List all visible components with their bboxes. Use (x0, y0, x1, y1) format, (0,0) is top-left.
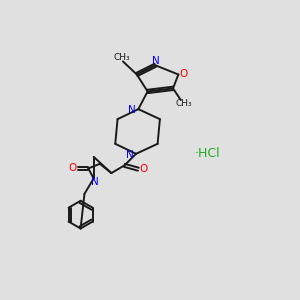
Text: N: N (91, 177, 98, 187)
Text: N: N (128, 105, 136, 115)
Text: O: O (140, 164, 148, 174)
Text: ·HCl: ·HCl (195, 146, 220, 160)
Text: CH₃: CH₃ (176, 99, 192, 108)
Text: O: O (68, 164, 76, 173)
Text: CH₃: CH₃ (113, 53, 130, 62)
Text: O: O (180, 69, 188, 79)
Text: N: N (126, 150, 134, 160)
Text: N: N (152, 56, 160, 66)
